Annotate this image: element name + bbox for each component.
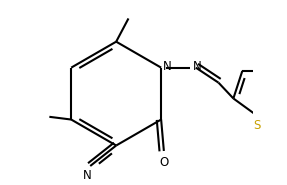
Text: N: N xyxy=(83,169,92,182)
Text: S: S xyxy=(253,119,260,132)
Text: N: N xyxy=(163,60,172,73)
Text: O: O xyxy=(160,156,169,169)
Text: N: N xyxy=(193,60,202,73)
